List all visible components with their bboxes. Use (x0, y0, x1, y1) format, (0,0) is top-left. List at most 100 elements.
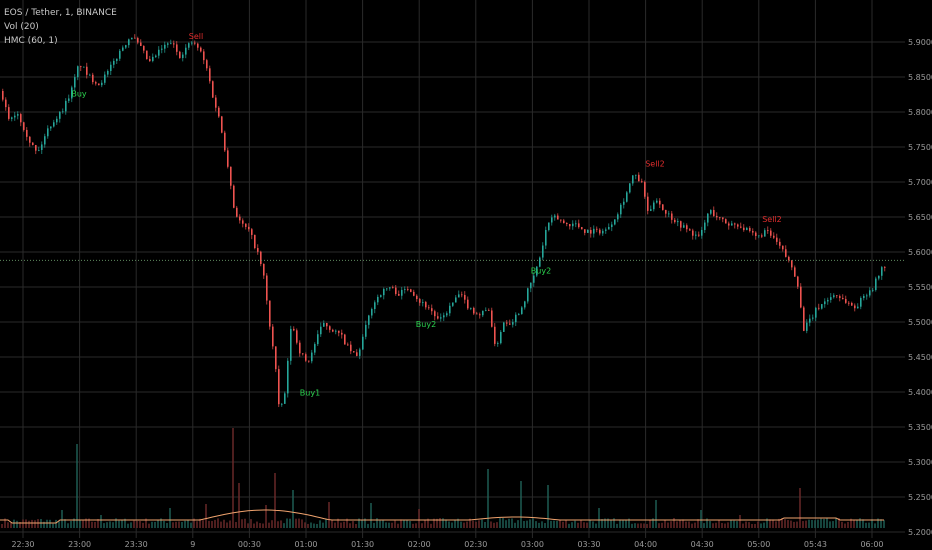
candle (797, 275, 799, 290)
candle (314, 342, 316, 356)
candle (818, 303, 820, 311)
volume-bar (550, 520, 552, 528)
y-tick-label: 5.4000 (908, 388, 932, 397)
candle (350, 341, 352, 355)
volume-bar (673, 518, 675, 528)
volume-bar (820, 518, 822, 528)
candle (251, 228, 253, 240)
candle (293, 326, 295, 332)
candle (635, 174, 637, 180)
candle (761, 233, 763, 239)
volume-bar (388, 522, 390, 528)
volume-bar (514, 522, 516, 528)
candle (752, 228, 754, 236)
volume-bar (742, 523, 744, 528)
volume-bar (445, 519, 447, 528)
candle (674, 217, 676, 224)
candle (845, 295, 847, 304)
y-tick-label: 5.3500 (908, 423, 932, 432)
candle (566, 222, 568, 227)
candle (2, 88, 4, 102)
volume-ma-line (0, 509, 884, 524)
candle (212, 80, 214, 99)
candle (692, 228, 694, 240)
candle (146, 50, 148, 60)
volume-bar (385, 522, 387, 528)
volume-bar (433, 518, 435, 528)
volume-bar (172, 522, 174, 528)
candle (542, 242, 544, 261)
volume-bar (22, 519, 24, 528)
y-axis[interactable]: 5.9000 5.8500 5.8000 5.7500 5.7000 5.6500 5.60… (905, 0, 932, 550)
volume-bar (865, 522, 867, 528)
candle (833, 293, 835, 299)
candle (209, 65, 211, 84)
candle (44, 133, 46, 148)
candle (731, 220, 733, 226)
volume-bar (280, 520, 282, 528)
volume-bar (211, 520, 213, 528)
volume-bar (478, 520, 480, 528)
candle (50, 126, 52, 131)
candle (428, 304, 430, 310)
volume-bar (787, 520, 789, 528)
candle (665, 209, 667, 218)
candle (704, 219, 706, 233)
volume-bar (415, 523, 417, 528)
candle (137, 36, 139, 45)
candle (425, 300, 427, 310)
candle (875, 276, 877, 292)
candle (374, 300, 376, 314)
candle (245, 223, 247, 230)
y-tick-label: 5.3000 (908, 458, 932, 467)
volume-bar (505, 520, 507, 528)
volume-bar (535, 521, 537, 528)
volume-bar (127, 523, 129, 528)
volume-bar (100, 515, 102, 528)
candle (14, 111, 16, 121)
candle (17, 111, 19, 120)
candle (650, 205, 652, 212)
volume-bar (235, 522, 237, 528)
x-tick-label: 01:00 (294, 540, 317, 549)
candle (134, 34, 136, 39)
candle (830, 293, 832, 303)
volume-bar (355, 523, 357, 528)
candle (68, 94, 70, 104)
candle (344, 333, 346, 345)
x-tick-label: 06:00 (860, 540, 883, 549)
candle (524, 300, 526, 310)
volume-bar (643, 523, 645, 528)
x-axis[interactable]: 22:30 23:00 23:30 9 00:30 01:00 01:30 02:00 02:3… (0, 538, 932, 550)
candle (77, 65, 79, 81)
volume-bar (745, 521, 747, 528)
candle (71, 85, 73, 103)
candle (338, 330, 340, 337)
y-tick-label: 5.4500 (908, 353, 932, 362)
candle (305, 352, 307, 363)
candle (608, 223, 610, 230)
volume-bar (37, 519, 39, 528)
volume-bar (526, 520, 528, 528)
candle (794, 265, 796, 278)
candle (617, 212, 619, 223)
candle (740, 222, 742, 229)
candle (227, 147, 229, 169)
candle (611, 221, 613, 232)
volume-bar (508, 518, 510, 528)
volume-bar (718, 520, 720, 528)
volume-bar (421, 523, 423, 528)
candle (371, 307, 373, 319)
volume-bar (814, 520, 816, 528)
symbol-label[interactable]: EOS / Tether, 1, BINANCE (4, 8, 117, 18)
volume-bar (802, 521, 804, 528)
candle (680, 220, 682, 232)
volume-indicator-label[interactable]: Vol (20) (4, 22, 39, 32)
volume-bar (625, 519, 627, 528)
volume-bar (847, 521, 849, 528)
candle (332, 328, 334, 333)
hmc-indicator-label[interactable]: HMC (60, 1) (4, 36, 58, 46)
candle (803, 305, 805, 332)
